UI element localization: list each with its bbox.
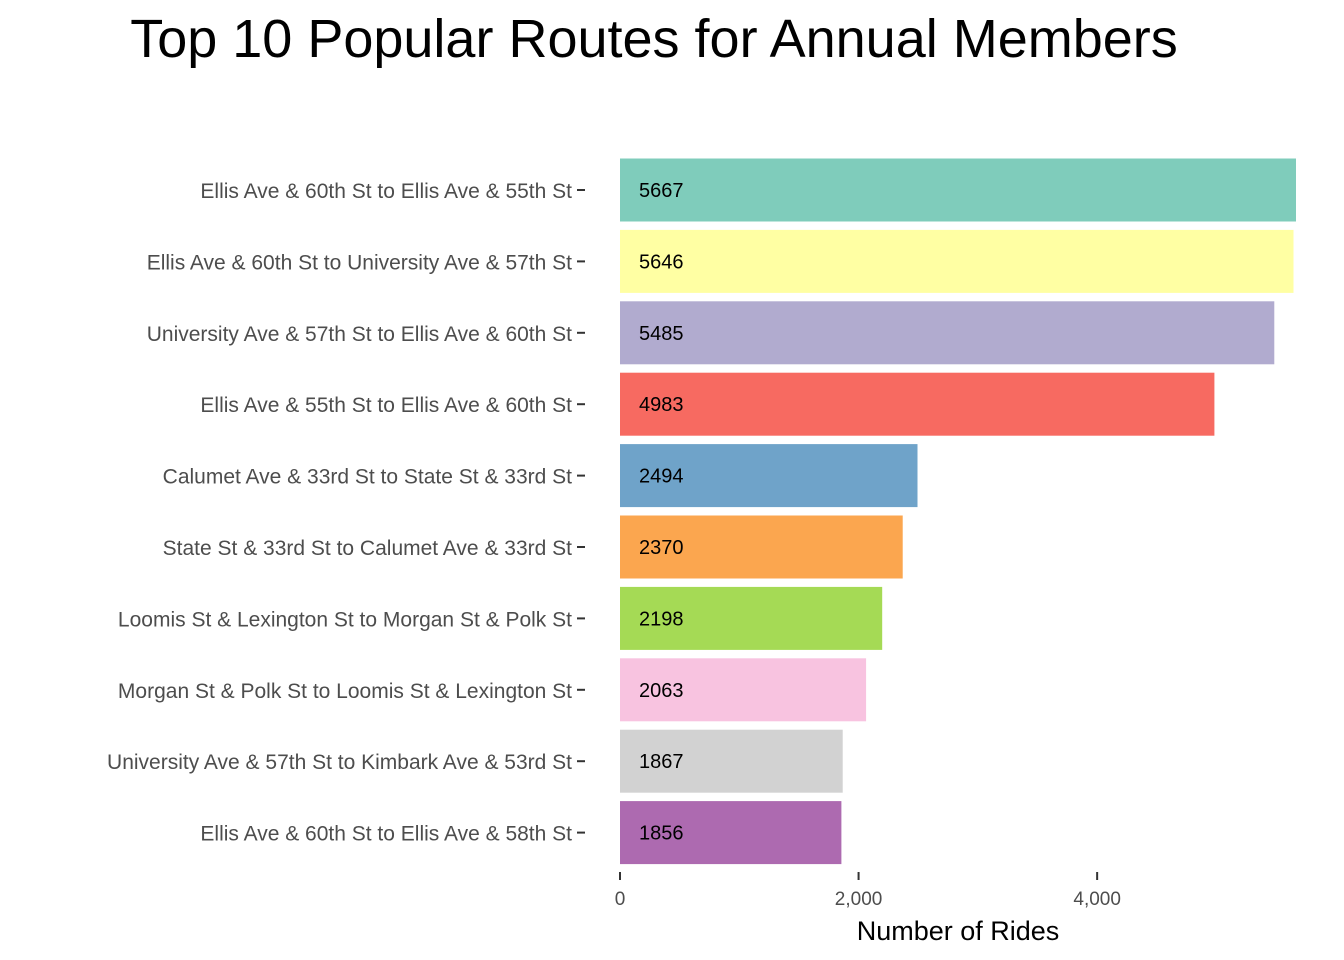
- category-label-10: Ellis Ave & 60th St to Ellis Ave & 58th …: [200, 823, 572, 846]
- x-tick-label-1: 0: [615, 889, 626, 910]
- bar-1: [620, 158, 1296, 222]
- bar-9: [620, 729, 843, 793]
- category-label-1: Ellis Ave & 60th St to Ellis Ave & 55th …: [200, 180, 572, 203]
- category-label-9: University Ave & 57th St to Kimbark Ave …: [107, 751, 572, 774]
- category-label-8: Morgan St & Polk St to Loomis St & Lexin…: [118, 680, 572, 703]
- category-label-7: Loomis St & Lexington St to Morgan St & …: [118, 608, 572, 631]
- value-label-7: 2198: [639, 608, 684, 630]
- category-label-4: Ellis Ave & 55th St to Ellis Ave & 60th …: [200, 394, 572, 417]
- bars-group: 5667 5646 5485 4983 2494 2370 2198 2063 1867 1856: [620, 158, 1296, 865]
- bar-4: [620, 372, 1215, 436]
- x-axis-title: Number of Rides: [857, 916, 1060, 946]
- value-label-10: 1856: [639, 823, 684, 845]
- bar-8: [620, 658, 867, 722]
- category-label-2: Ellis Ave & 60th St to University Ave & …: [147, 251, 572, 274]
- value-label-8: 2063: [639, 680, 684, 702]
- bar-5: [620, 444, 918, 508]
- chart-title: Top 10 Popular Routes for Annual Members: [130, 9, 1178, 69]
- value-label-2: 5646: [639, 251, 684, 273]
- bar-7: [620, 586, 883, 650]
- value-label-9: 1867: [639, 751, 684, 773]
- x-tick-label-2: 2,000: [835, 889, 883, 910]
- category-label-5: Calumet Ave & 33rd St to State St & 33rd…: [163, 466, 573, 489]
- x-tick-label-3: 4,000: [1073, 889, 1121, 910]
- value-label-4: 4983: [639, 394, 684, 416]
- category-label-3: University Ave & 57th St to Ellis Ave & …: [147, 323, 572, 346]
- value-label-5: 2494: [639, 466, 684, 488]
- value-label-1: 5667: [639, 180, 684, 202]
- category-label-6: State St & 33rd St to Calumet Ave & 33rd…: [163, 537, 573, 560]
- bar-3: [620, 301, 1275, 365]
- value-label-6: 2370: [639, 537, 684, 559]
- x-axis: 0 2,000 4,000: [615, 872, 1121, 910]
- bar-2: [620, 229, 1294, 293]
- y-axis: Ellis Ave & 60th St to Ellis Ave & 55th …: [107, 180, 585, 846]
- value-label-3: 5485: [639, 323, 684, 345]
- bar-10: [620, 801, 842, 865]
- bar-6: [620, 515, 903, 579]
